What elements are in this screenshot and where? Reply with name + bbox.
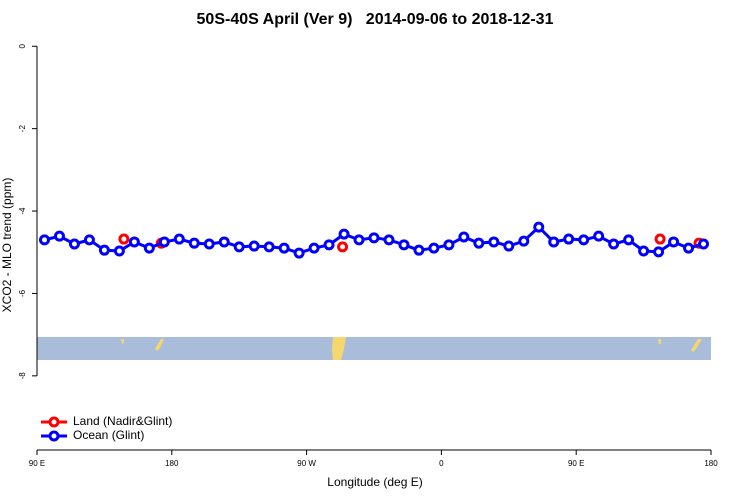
y-tick-label: -6: [18, 289, 27, 297]
data-point: [68, 238, 80, 250]
data-point: [653, 246, 665, 258]
data-point: [428, 242, 440, 254]
data-point: [503, 240, 515, 252]
map-strip: [37, 337, 711, 360]
data-point: [698, 238, 710, 250]
data-point: [654, 233, 666, 245]
land-bit: [155, 339, 164, 351]
data-point: [218, 236, 230, 248]
data-point: [188, 237, 200, 249]
data-point: [398, 239, 410, 251]
land-bit: [121, 339, 124, 344]
x-tick-label: 0: [439, 459, 444, 468]
data-point: [278, 242, 290, 254]
data-point: [173, 233, 185, 245]
x-tick-label: 180: [704, 459, 718, 468]
data-point: [488, 236, 500, 248]
ocean-band: [37, 337, 711, 360]
data-point: [53, 230, 65, 242]
data-point: [683, 242, 695, 254]
data-point: [473, 237, 485, 249]
y-tick-label: -8: [18, 372, 27, 380]
legend-marker: [48, 430, 60, 442]
data-point: [638, 245, 650, 257]
x-tick-label: 90 W: [297, 459, 316, 468]
data-point: [263, 241, 275, 253]
data-point: [83, 234, 95, 246]
x-axis-label: Longitude (deg E): [327, 475, 422, 489]
data-point: [203, 238, 215, 250]
data-point: [158, 236, 170, 248]
data-point: [338, 228, 350, 240]
data-point: [413, 244, 425, 256]
data-point: [128, 236, 140, 248]
data-point: [233, 241, 245, 253]
data-point: [668, 236, 680, 248]
data-point: [143, 242, 155, 254]
data-point: [337, 241, 349, 253]
data-point: [623, 234, 635, 246]
y-axis-label: XCO2 - MLO trend (ppm): [0, 178, 14, 313]
land-bit: [332, 337, 346, 360]
data-point: [608, 238, 620, 250]
data-point: [248, 240, 260, 252]
data-point: [518, 235, 530, 247]
legend-label: Land (Nadir&Glint): [73, 414, 172, 428]
data-point: [533, 221, 545, 233]
data-point: [548, 236, 560, 248]
data-point: [563, 233, 575, 245]
data-point: [323, 239, 335, 251]
land-bit: [658, 339, 661, 344]
data-point: [118, 233, 130, 245]
land-bit: [691, 339, 702, 352]
y-tick-label: -2: [18, 125, 27, 133]
data-point: [443, 239, 455, 251]
legend-label: Ocean (Glint): [73, 428, 144, 442]
chart-title: 50S-40S April (Ver 9) 2014-09-06 to 2018…: [197, 11, 554, 28]
data-point: [293, 247, 305, 259]
data-point: [308, 242, 320, 254]
y-tick-label: 0: [18, 43, 27, 48]
data-point: [383, 234, 395, 246]
data-point: [113, 245, 125, 257]
x-tick-label: 180: [165, 459, 179, 468]
x-tick-label: 90 E: [29, 459, 45, 468]
data-point: [353, 234, 365, 246]
data-point: [98, 244, 110, 256]
data-point: [593, 230, 605, 242]
x-tick-label: 90 E: [568, 459, 584, 468]
y-tick-label: -4: [18, 207, 27, 215]
legend-marker: [48, 416, 60, 428]
data-point: [458, 231, 470, 243]
data-point: [368, 232, 380, 244]
data-point: [578, 234, 590, 246]
data-point: [38, 234, 50, 246]
